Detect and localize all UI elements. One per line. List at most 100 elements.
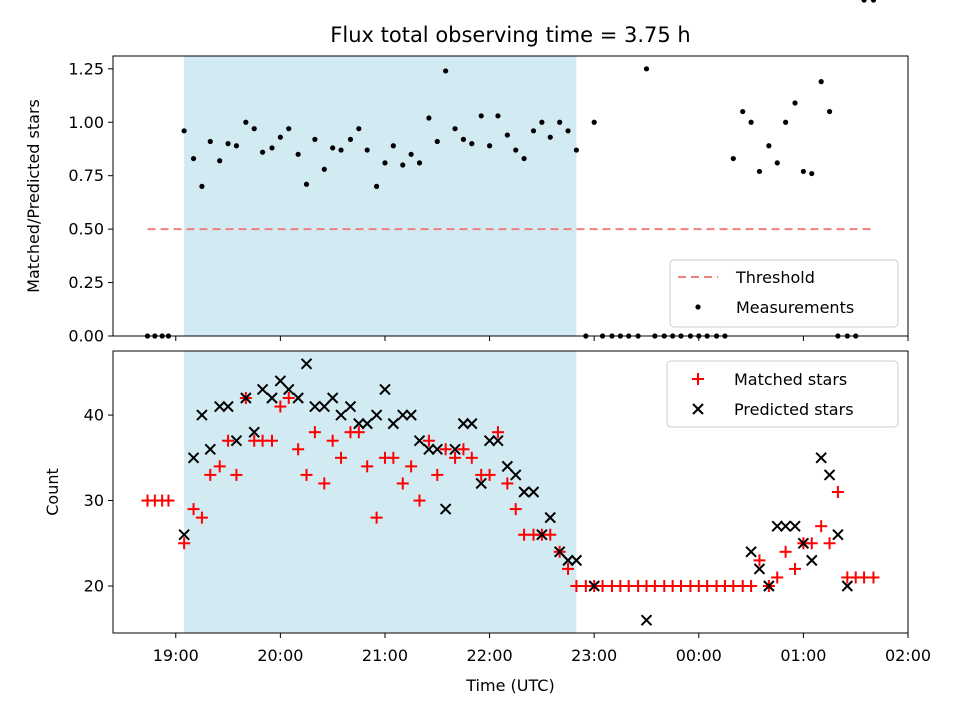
predicted-stars-point (256, 383, 269, 396)
matched-stars-point (449, 451, 462, 464)
measurement-point (338, 147, 344, 153)
measurement-point (774, 160, 780, 166)
predicted-stars-point (518, 486, 530, 498)
matched-stars-point (422, 434, 435, 447)
matched-stars-point (465, 451, 478, 464)
predicted-stars-point (753, 563, 766, 575)
top-legend: Threshold Measurements (669, 259, 899, 328)
measurement-point (557, 119, 563, 125)
measurement-point (521, 155, 527, 162)
measurement-point (870, 0, 877, 3)
measurement-point (426, 115, 432, 121)
matched-stars-point (300, 468, 313, 481)
measurement-point (643, 66, 650, 72)
x-tick-label: 19:00 (153, 646, 199, 665)
matched-stars-point (274, 400, 287, 413)
matched-stars-point (745, 580, 758, 592)
predicted-stars-point (841, 580, 854, 592)
predicted-stars-point (806, 554, 818, 567)
matched-stars-point (266, 434, 278, 447)
legend-measurements-swatch (695, 304, 701, 310)
matched-stars-point (867, 571, 880, 584)
y-tick-label: 1.25 (68, 59, 104, 78)
matched-stars-point (779, 545, 792, 558)
measurement-point (312, 136, 318, 142)
predicted-stars-point (413, 435, 426, 447)
matched-stars-point (370, 511, 383, 524)
matched-stars-point (501, 477, 514, 490)
measurement-point (783, 119, 789, 125)
chart-title: Flux total observing time = 3.75 h (330, 23, 690, 47)
matched-stars-point (195, 511, 208, 524)
measurement-point (181, 128, 187, 134)
predicted-stars-point (370, 409, 383, 421)
measurement-point (513, 147, 519, 153)
matched-stars-point (509, 503, 522, 516)
predicted-stars-point (745, 546, 757, 558)
matched-stars-point (326, 434, 339, 447)
measurement-point (591, 119, 597, 125)
measurement-point (364, 147, 370, 153)
predicted-stars-point (387, 417, 400, 430)
x-tick-label: 01:00 (780, 646, 826, 665)
measurement-point (259, 149, 266, 155)
measurement-point (207, 138, 213, 145)
matched-stars-point (823, 537, 836, 550)
measurement-point (452, 126, 458, 132)
matched-stars-point (789, 562, 802, 575)
legend-measurements-label: Measurements (736, 298, 854, 317)
matched-stars-point (282, 392, 295, 404)
measurement-point (321, 166, 327, 172)
measurement-point (295, 151, 301, 157)
predicted-stars-point (274, 375, 287, 387)
predicted-stars-point (570, 554, 583, 567)
predicted-stars-point (196, 409, 208, 421)
measurement-point (408, 151, 414, 157)
bottom-axes-frame (112, 350, 909, 634)
bottom-panel: 20 30 40 19:00 20:00 21:00 22:00 23:00 00:00 01:… (43, 350, 931, 695)
measurement-point (766, 143, 772, 149)
measurement-point (740, 108, 746, 115)
measurement-point (565, 128, 571, 134)
y-tick-label: 40 (84, 406, 104, 425)
measurement-point (486, 143, 493, 149)
measurement-point (818, 79, 824, 85)
measurement-point (547, 134, 553, 140)
measurement-point (190, 155, 197, 162)
predicted-stars-point (640, 614, 653, 626)
matched-stars-point (178, 537, 191, 550)
matched-stars-point (831, 486, 844, 498)
x-tick-label: 00:00 (676, 646, 722, 665)
measurement-point (390, 143, 396, 149)
measurement-point (277, 134, 283, 140)
top-y-ticks: 0.00 0.25 0.50 0.75 1.00 1.25 (68, 59, 113, 346)
predicted-stars-point (562, 554, 574, 567)
matched-stars-point (805, 537, 818, 550)
matched-stars-point (162, 494, 175, 507)
bottom-x-ticks: 19:00 20:00 21:00 22:00 23:00 00:00 01:00 02:00 (153, 633, 931, 665)
predicted-stars-point (431, 443, 443, 455)
matched-stars-point (230, 468, 243, 481)
measurement-point (416, 160, 423, 166)
predicted-stars-point (815, 452, 827, 464)
predicted-stars-point (326, 392, 339, 404)
matched-stars-point (352, 426, 365, 439)
predicted-stars-point (353, 417, 365, 430)
predicted-stars-point (213, 400, 226, 413)
predicted-stars-point (423, 443, 435, 455)
x-tick-label: 22:00 (467, 646, 513, 665)
measurement-point (374, 183, 380, 189)
matched-stars-point (753, 554, 766, 567)
legend-threshold-label: Threshold (735, 268, 815, 287)
matched-stars-point (439, 443, 452, 456)
predicted-stars-point (309, 400, 321, 413)
bottom-legend: Matched stars Predicted stars (666, 360, 899, 428)
measurement-point (756, 168, 763, 175)
x-tick-label: 02:00 (885, 646, 931, 665)
predicted-stars-point (789, 520, 801, 532)
matched-stars-point (222, 434, 235, 447)
predicted-stars-point (204, 443, 216, 455)
matched-stars-point (562, 562, 575, 575)
predicted-stars-point (266, 392, 278, 404)
y-tick-label: 0.00 (68, 327, 104, 346)
